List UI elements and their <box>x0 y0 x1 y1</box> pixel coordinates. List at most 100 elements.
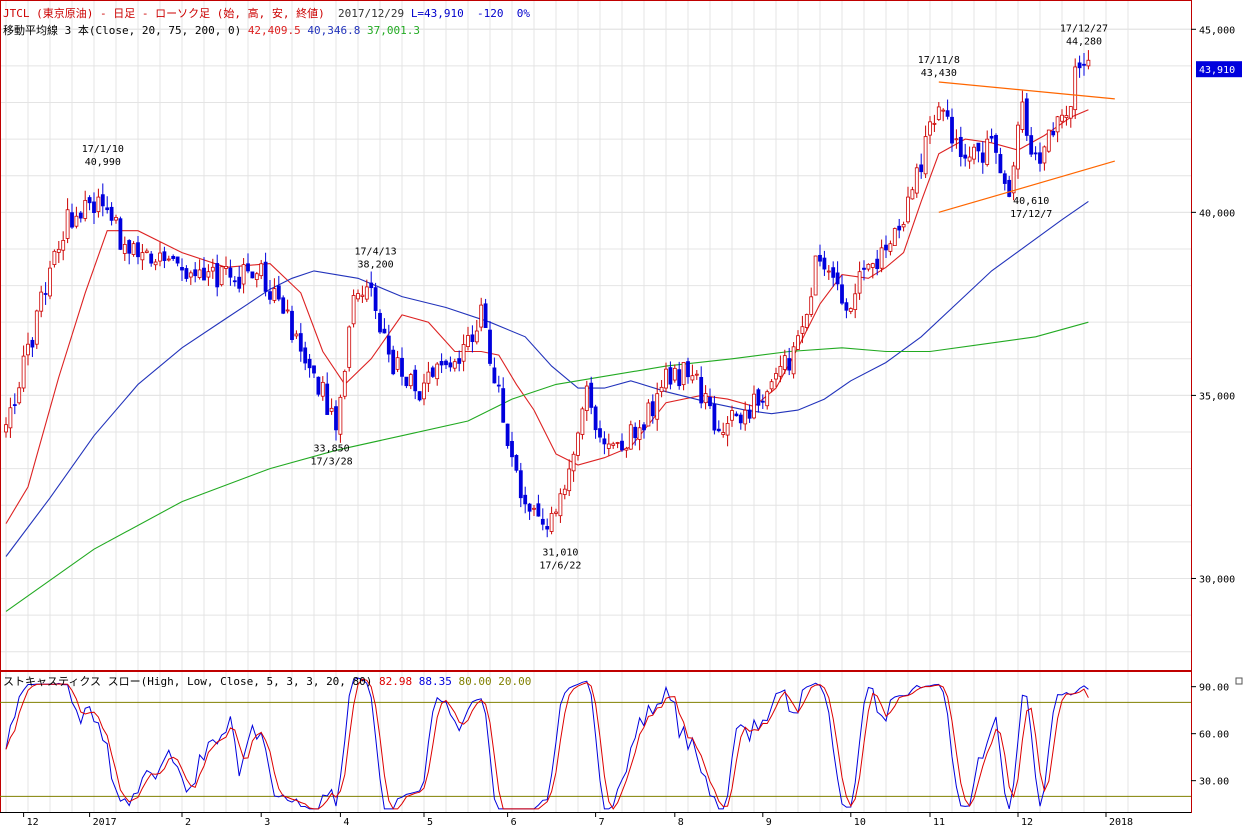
x-tick-label: 4 <box>343 817 349 828</box>
candle-body <box>96 196 101 212</box>
candle-body <box>320 381 325 397</box>
candle-body <box>426 371 431 384</box>
candle-body <box>1046 129 1051 152</box>
candle-body <box>246 263 250 272</box>
candle-body <box>17 387 22 404</box>
candle-body <box>356 293 360 300</box>
x-tick-label: 9 <box>766 817 772 828</box>
header-date: 2017/12/29 <box>337 7 405 20</box>
candle-body <box>532 507 536 510</box>
candle-body <box>756 389 761 406</box>
candle-body <box>452 361 457 369</box>
x-tick-label: 7 <box>599 817 605 828</box>
candle-body <box>8 407 13 429</box>
candle-body <box>840 284 844 304</box>
candle-body <box>140 252 145 261</box>
candle-body <box>646 402 651 427</box>
candle-body <box>105 207 110 211</box>
candle-body <box>637 427 642 440</box>
candle-body <box>602 438 607 445</box>
candle-body <box>523 494 528 505</box>
candle-body <box>338 396 343 435</box>
candle-body <box>114 217 118 221</box>
candle-body <box>932 122 937 125</box>
candle-body <box>334 406 338 431</box>
candle-body <box>923 136 928 175</box>
candle-body <box>734 413 739 417</box>
candle-body <box>505 423 510 447</box>
candle-body <box>954 138 959 141</box>
ma200-value: 37,001.3 <box>367 24 421 37</box>
annotation-value: 40,990 <box>85 157 121 168</box>
candle-body <box>158 252 162 262</box>
candle-body <box>690 375 695 381</box>
candle-body <box>56 248 61 253</box>
candle-body <box>712 403 717 431</box>
candle-body <box>681 362 686 386</box>
candle-body <box>166 258 171 261</box>
candle-body <box>725 423 730 436</box>
candle-body <box>325 383 330 415</box>
ma20-value: 42,409.5 <box>247 24 301 37</box>
candle-body <box>765 391 770 407</box>
candle-body <box>395 357 400 370</box>
candle-body <box>870 263 875 268</box>
candle-body <box>131 243 136 255</box>
x-tick-label: 2017 <box>93 817 117 828</box>
candle-body <box>540 518 545 525</box>
candle-body <box>615 442 620 444</box>
chart-header-line1: JTCL (東京原油) - 日足 - ローソク足 (始, 高, 安, 終値) 2… <box>3 7 530 20</box>
candle-body <box>136 242 140 258</box>
candle-body <box>422 382 426 400</box>
candle-body <box>250 271 255 279</box>
x-tick-label: 5 <box>427 817 433 828</box>
candle-body <box>1042 146 1047 164</box>
candle-body <box>831 267 836 278</box>
candle-body <box>439 360 444 366</box>
candle-body <box>818 254 822 262</box>
candle-body <box>989 135 994 139</box>
candle-body <box>813 255 818 296</box>
candle-body <box>48 267 52 297</box>
x-tick-label: 2018 <box>1109 817 1133 828</box>
stoch-k-value: 82.98 <box>379 675 413 688</box>
candle-body <box>549 513 554 532</box>
panel-collapse-icon[interactable] <box>1235 677 1243 685</box>
candle-body <box>567 468 572 492</box>
candle-body <box>778 365 783 377</box>
candle-body <box>268 291 272 300</box>
candle-body <box>290 310 294 340</box>
candle-body <box>796 335 800 350</box>
candle-body <box>936 106 941 120</box>
annotation-value: 44,280 <box>1066 37 1102 48</box>
candle-body <box>272 288 277 301</box>
candle-body <box>1007 179 1012 197</box>
candle-body <box>760 400 765 403</box>
candle-body <box>184 268 189 279</box>
candle-body <box>980 152 985 163</box>
candle-body <box>800 326 805 334</box>
candle-body <box>809 296 814 315</box>
annotation-value: 33,850 <box>314 444 350 455</box>
candle-body <box>210 266 215 272</box>
x-tick-label: 8 <box>678 817 684 828</box>
candle-body <box>74 215 79 227</box>
candle-body <box>202 267 206 281</box>
candle-body <box>70 212 74 228</box>
candle-body <box>382 328 387 334</box>
candle-body <box>668 367 673 385</box>
candle-body <box>435 363 440 380</box>
candle-body <box>312 365 316 374</box>
x-tick-label: 6 <box>511 817 517 828</box>
candle-body <box>1051 130 1056 136</box>
candle-body <box>708 396 712 407</box>
candle-body <box>606 443 611 449</box>
stoch-d-line <box>5 678 1089 810</box>
candle-body <box>1082 63 1086 66</box>
candle-body <box>844 302 849 311</box>
annotation-value: 31,010 <box>542 547 578 558</box>
stoch-legend: ストキャスティクス スロー(High, Low, Close, 5, 3, 3,… <box>3 675 531 688</box>
candle-body <box>444 360 448 366</box>
candle-body <box>699 377 704 404</box>
